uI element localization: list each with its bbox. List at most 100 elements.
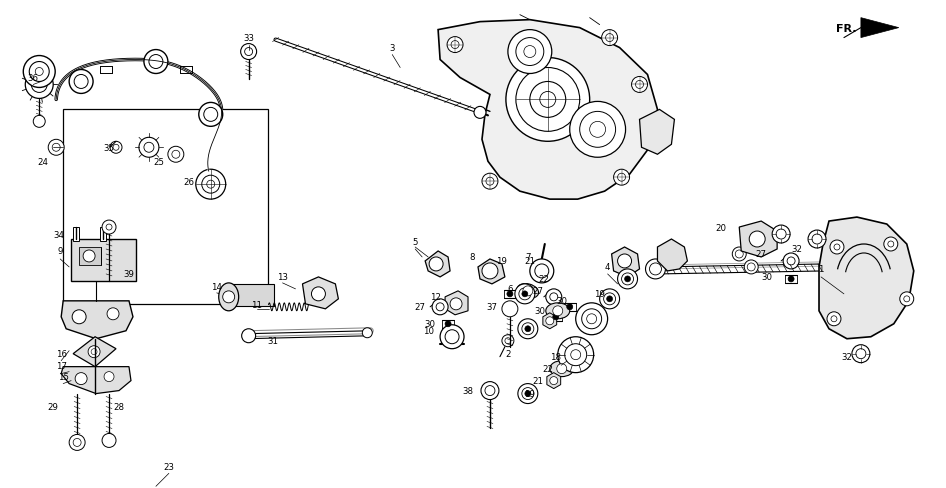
Text: 18: 18	[551, 352, 561, 362]
Circle shape	[102, 433, 116, 447]
Text: 27: 27	[533, 287, 543, 296]
Circle shape	[474, 107, 486, 119]
Circle shape	[525, 391, 531, 397]
Circle shape	[900, 292, 914, 306]
Circle shape	[31, 77, 47, 93]
Polygon shape	[547, 373, 561, 389]
Circle shape	[772, 225, 790, 244]
Circle shape	[530, 82, 566, 118]
Circle shape	[502, 335, 514, 347]
Text: 31: 31	[267, 337, 278, 346]
Circle shape	[518, 288, 531, 300]
Circle shape	[732, 247, 746, 262]
Circle shape	[645, 260, 665, 279]
Text: 6: 6	[507, 285, 513, 294]
Circle shape	[241, 329, 255, 343]
Text: 32: 32	[841, 352, 852, 362]
Circle shape	[72, 310, 86, 324]
Circle shape	[24, 57, 55, 88]
Circle shape	[604, 293, 616, 305]
Text: 27: 27	[756, 250, 766, 259]
Circle shape	[73, 439, 81, 447]
Text: 36: 36	[27, 74, 39, 83]
Circle shape	[436, 303, 444, 311]
Bar	[229, 285, 273, 306]
Ellipse shape	[517, 284, 538, 299]
Polygon shape	[657, 240, 688, 271]
Circle shape	[600, 289, 620, 309]
Text: 27: 27	[414, 303, 426, 312]
Circle shape	[445, 321, 451, 327]
Text: 5: 5	[412, 237, 418, 246]
Circle shape	[104, 372, 114, 382]
Circle shape	[203, 108, 218, 122]
Polygon shape	[861, 19, 899, 39]
Circle shape	[884, 238, 898, 251]
Text: 22: 22	[538, 275, 550, 284]
Text: 8: 8	[469, 253, 475, 262]
Circle shape	[852, 345, 870, 363]
Circle shape	[149, 56, 163, 69]
Circle shape	[530, 260, 553, 284]
Text: 13: 13	[277, 273, 288, 282]
Circle shape	[903, 296, 910, 302]
Circle shape	[139, 138, 159, 158]
Circle shape	[540, 92, 555, 108]
Circle shape	[827, 312, 841, 326]
Text: 30: 30	[556, 297, 568, 305]
Circle shape	[783, 253, 799, 269]
Circle shape	[517, 319, 538, 339]
Circle shape	[29, 62, 49, 82]
Circle shape	[788, 276, 794, 283]
Circle shape	[580, 112, 616, 148]
Circle shape	[445, 330, 459, 344]
Circle shape	[749, 232, 765, 247]
Circle shape	[26, 71, 53, 99]
Circle shape	[776, 229, 786, 240]
Polygon shape	[73, 337, 116, 367]
Text: 11: 11	[251, 301, 262, 310]
Polygon shape	[61, 367, 131, 394]
Text: 19: 19	[497, 257, 507, 266]
Polygon shape	[445, 291, 468, 315]
Polygon shape	[303, 277, 339, 309]
Text: 4: 4	[604, 263, 610, 272]
Circle shape	[450, 298, 462, 310]
Circle shape	[570, 350, 581, 360]
Circle shape	[199, 103, 222, 127]
Circle shape	[589, 122, 605, 138]
Bar	[71, 240, 136, 281]
Ellipse shape	[219, 284, 238, 311]
Circle shape	[557, 364, 567, 374]
Text: 29: 29	[47, 402, 59, 411]
Circle shape	[582, 309, 602, 329]
Circle shape	[35, 68, 44, 76]
Circle shape	[502, 301, 517, 317]
Circle shape	[88, 346, 100, 358]
Circle shape	[856, 349, 866, 359]
Circle shape	[808, 230, 826, 248]
Circle shape	[505, 338, 511, 344]
Circle shape	[482, 174, 498, 190]
Circle shape	[167, 147, 184, 163]
Circle shape	[524, 46, 535, 59]
Circle shape	[69, 70, 93, 94]
Circle shape	[534, 264, 549, 278]
Circle shape	[201, 176, 219, 194]
Circle shape	[650, 264, 661, 275]
Circle shape	[144, 143, 154, 153]
Circle shape	[587, 314, 597, 324]
Text: 26: 26	[184, 177, 194, 186]
Circle shape	[618, 269, 638, 289]
Text: 7: 7	[525, 253, 531, 262]
Circle shape	[569, 102, 625, 158]
Text: 9: 9	[58, 247, 62, 256]
Circle shape	[522, 388, 534, 400]
Circle shape	[240, 44, 256, 61]
Bar	[79, 247, 101, 265]
Circle shape	[102, 221, 116, 235]
Circle shape	[33, 116, 45, 128]
Circle shape	[624, 276, 631, 283]
Circle shape	[440, 325, 464, 349]
Polygon shape	[478, 260, 505, 285]
